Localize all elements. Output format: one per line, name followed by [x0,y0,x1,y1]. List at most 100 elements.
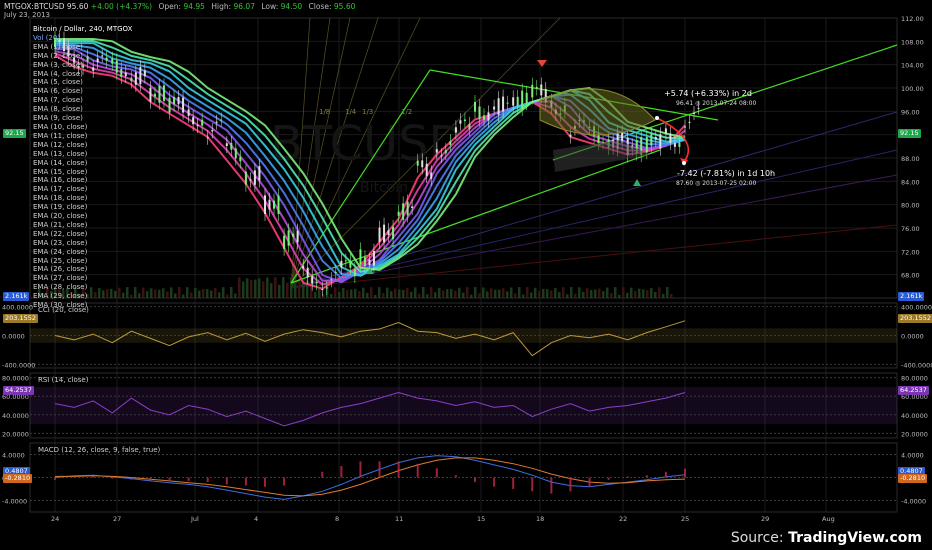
ema-legend-item[interactable]: EMA (6, close) [33,87,83,96]
volume-bar [50,291,53,298]
volume-bar [214,287,217,298]
fan-line [290,17,311,289]
ema-legend-item[interactable]: EMA (3, close) [33,60,83,69]
ema-legend-item[interactable]: EMA (20, close) [33,212,88,221]
ema-legend-item[interactable]: EMA (12, close) [33,140,88,149]
fan-label-4: 1/2 [401,108,412,116]
volume-bar [74,287,77,298]
trend-line [290,149,661,284]
volume-bar [666,287,669,298]
candle-body [101,55,104,57]
ema-legend-item[interactable]: EMA (30, close) [33,301,88,310]
volume-bar [438,287,441,298]
annotation-up-sub: 96.41 ◎ 2013-07-24 08:00 [676,100,756,107]
ema-legend-item[interactable]: EMA (11, close) [33,131,88,140]
panel-tick-label: 400.0000 [901,304,932,312]
macd-legend[interactable]: MACD (12, 26, close, 9, false, true) [38,446,161,454]
macd-histogram-bar [416,463,419,478]
ema-legend-item[interactable]: EMA (22, close) [33,229,88,238]
ema-legend-item[interactable]: EMA (21, close) [33,220,88,229]
ema-legend-item[interactable]: EMA (5, close) [33,78,83,87]
volume-bar [542,288,545,298]
ema-legend-item[interactable]: EMA (9, close) [33,114,83,123]
price-tick-label: 108.00 [901,38,924,46]
volume-bar [114,290,117,298]
candle-body [621,132,624,143]
volume-bar [230,287,233,298]
ema-legend-item[interactable]: EMA (17, close) [33,185,88,194]
volume-bar [606,287,609,298]
macd-histogram-bar [435,468,438,478]
ema-legend-item[interactable]: EMA (14, close) [33,158,88,167]
macd-histogram-bar [531,477,534,492]
candle-body [225,143,228,147]
price-tick-label: 80.00 [901,202,920,210]
volume-bar [634,290,637,298]
annotation-up[interactable]: +5.74 (+6.33%) in 2d 96.41 ◎ 2013-07-24 … [664,89,756,107]
indicator-legend[interactable]: Bitcoin / Dollar, 240, MTGOX Vol (20) EM… [33,25,132,310]
candle-body [134,72,137,85]
ema-legend-item[interactable]: EMA (4, close) [33,69,83,78]
ema-legend-item[interactable]: EMA (27, close) [33,274,88,283]
panel-tick-label: 4.0000 [901,452,924,460]
volume-bar [318,287,321,298]
candle-body [253,170,256,185]
candle-body [315,281,318,284]
cci-legend[interactable]: CCI (20, close) [38,306,89,314]
ema-legend-item[interactable]: EMA (16, close) [33,176,88,185]
ema-legend-item[interactable]: EMA (15, close) [33,167,88,176]
ema-legend-item[interactable]: EMA (18, close) [33,194,88,203]
volume-bar [566,294,569,298]
ema-legend-item[interactable]: EMA (19, close) [33,203,88,212]
candle-body [177,96,180,105]
ema-legend-item[interactable]: EMA (29, close) [33,292,88,301]
time-tick-label: 27 [113,515,121,523]
volume-bar [290,277,293,298]
volume-bar [382,293,385,298]
macd-histogram-bar [588,477,591,487]
volume-bar [310,278,313,298]
ema-legend-item[interactable]: EMA (1, close) [33,42,83,51]
rsi-legend[interactable]: RSI (14, close) [38,376,89,384]
annotation-down[interactable]: -7.42 (-7.81%) in 1d 10h 87.60 ◎ 2013-07… [676,169,775,187]
volume-bar [362,287,365,298]
ema-legend-item[interactable]: EMA (24, close) [33,247,88,256]
ema-legend-item[interactable]: EMA (23, close) [33,238,88,247]
candle-body [673,142,676,147]
legend-volume[interactable]: Vol (20) [33,33,61,42]
candle-body [330,279,333,281]
candle-body [449,141,452,145]
volume-bar [174,293,177,298]
anchor-point [655,116,659,120]
ema-legend-item[interactable]: EMA (10, close) [33,122,88,131]
symbol-name[interactable]: MTGOX:BTCUSD [4,2,65,11]
time-axis[interactable]: 24 27 Jul 4 8 11 15 18 22 25 29 Aug [51,515,835,523]
ema-legend-item[interactable]: EMA (28, close) [33,283,88,292]
volume-bar [418,293,421,298]
ema-legend-item[interactable]: EMA (8, close) [33,105,83,114]
volume-bar [346,290,349,298]
volume-bar [242,281,245,298]
fan-label-1: 1/8 [319,108,330,116]
volume-bar [610,293,613,298]
close-value: 95.60 [333,2,356,11]
volume-bar [570,287,573,298]
time-tick-label: 15 [477,515,485,523]
signal-tag-left: -0.2810 [3,474,33,483]
candle-body [697,107,700,109]
volume-bar [394,288,397,298]
source-credit[interactable]: Source: TradingView.com [731,530,922,546]
ema-legend-item[interactable]: EMA (25, close) [33,256,88,265]
price-tick-label: 76.00 [901,225,920,233]
ema-legend-item[interactable]: EMA (26, close) [33,265,88,274]
time-tick-label: 24 [51,515,59,523]
volume-bar [66,288,69,298]
ema-legend-item[interactable]: EMA (7, close) [33,96,83,105]
volume-bar [466,287,469,298]
volume-bar [118,287,121,298]
price-tick-label: 88.00 [901,155,920,163]
ema-legend-item[interactable]: EMA (13, close) [33,149,88,158]
ema-legend-item[interactable]: EMA (2, close) [33,51,83,60]
volume-bar [554,287,557,298]
